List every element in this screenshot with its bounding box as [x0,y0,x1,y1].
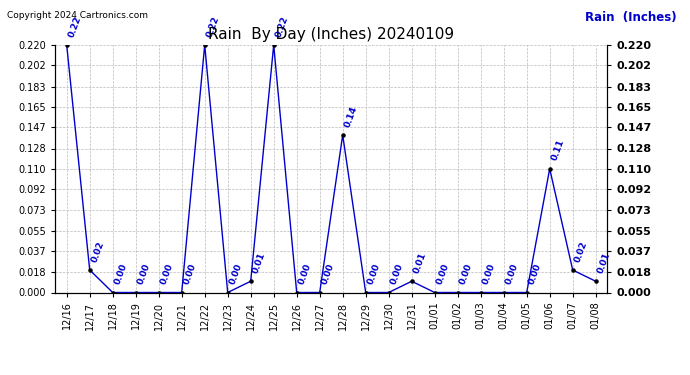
Point [544,166,555,172]
Text: 0.02: 0.02 [573,240,589,263]
Point [153,290,164,296]
Point [337,132,348,138]
Point [590,278,601,284]
Point [360,290,371,296]
Point [61,42,72,48]
Point [521,290,532,296]
Point [452,290,463,296]
Text: 0.01: 0.01 [595,251,611,274]
Text: 0.00: 0.00 [297,262,313,286]
Point [475,290,486,296]
Point [222,290,233,296]
Point [199,42,210,48]
Text: 0.00: 0.00 [112,262,128,286]
Text: 0.11: 0.11 [550,138,566,162]
Point [498,290,509,296]
Text: 0.00: 0.00 [481,262,497,286]
Text: 0.02: 0.02 [90,240,106,263]
Text: 0.01: 0.01 [250,251,266,274]
Text: 0.22: 0.22 [274,15,290,38]
Point [176,290,187,296]
Point [245,278,256,284]
Text: 0.00: 0.00 [181,262,197,286]
Point [268,42,279,48]
Text: 0.00: 0.00 [457,262,473,286]
Point [314,290,325,296]
Point [406,278,417,284]
Text: 0.00: 0.00 [435,262,451,286]
Text: 0.00: 0.00 [228,262,244,286]
Text: Copyright 2024 Cartronics.com: Copyright 2024 Cartronics.com [7,11,148,20]
Text: 0.01: 0.01 [412,251,428,274]
Point [567,267,578,273]
Text: 0.00: 0.00 [388,262,404,286]
Text: 0.22: 0.22 [205,15,221,38]
Point [291,290,302,296]
Text: 0.22: 0.22 [67,15,83,38]
Text: 0.14: 0.14 [343,104,359,128]
Point [130,290,141,296]
Point [84,267,95,273]
Title: Rain  By Day (Inches) 20240109: Rain By Day (Inches) 20240109 [208,27,454,42]
Text: 0.00: 0.00 [136,262,152,286]
Text: 0.00: 0.00 [319,262,335,286]
Text: 0.00: 0.00 [159,262,175,286]
Text: Rain  (Inches): Rain (Inches) [584,11,676,24]
Point [383,290,394,296]
Point [107,290,118,296]
Point [429,290,440,296]
Text: 0.00: 0.00 [504,262,520,286]
Text: 0.00: 0.00 [526,262,542,286]
Text: 0.00: 0.00 [366,262,382,286]
